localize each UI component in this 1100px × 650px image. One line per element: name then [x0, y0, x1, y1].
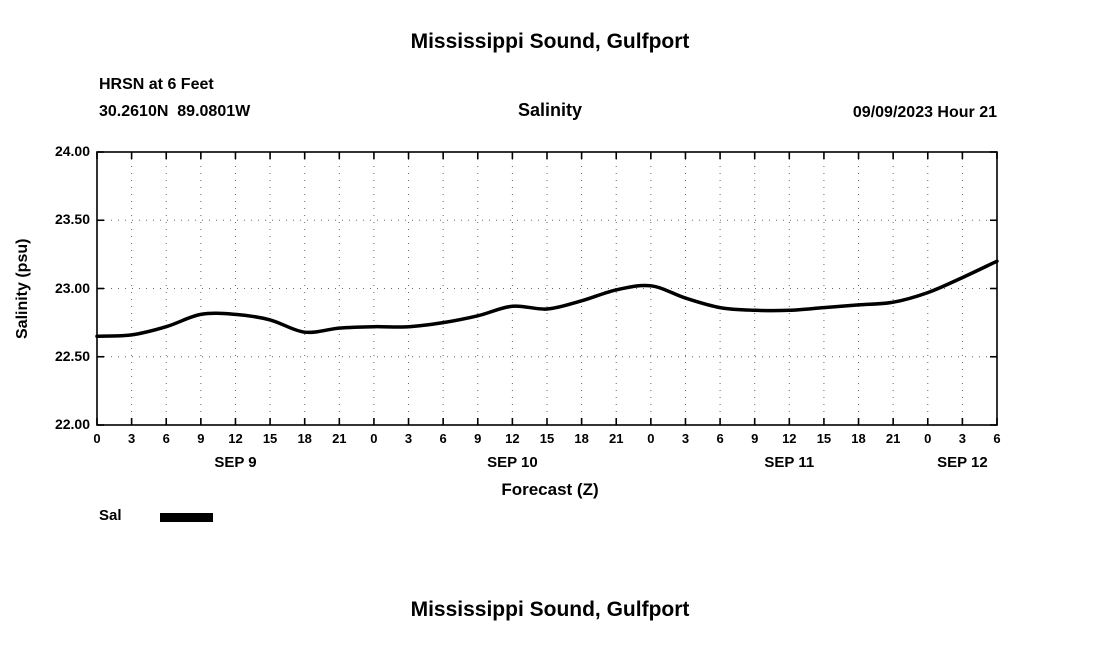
next-chart-title: Mississippi Sound, Gulfport — [410, 598, 690, 621]
x-tick-label: 9 — [197, 431, 205, 446]
x-tick-label: 6 — [162, 431, 170, 446]
x-tick-label: 0 — [370, 431, 378, 446]
x-tick-label: 3 — [404, 431, 413, 446]
x-axis-label: Forecast (Z) — [501, 480, 599, 499]
x-tick-label: 3 — [127, 431, 136, 446]
day-label: SEP 11 — [764, 454, 815, 471]
x-tick-label: 6 — [993, 431, 1001, 446]
day-label: SEP 12 — [937, 454, 988, 471]
legend-label: Sal — [99, 507, 122, 524]
forecast-timestamp: 09/09/2023 Hour 21 — [852, 104, 997, 121]
y-tick-label: 23.50 — [54, 211, 90, 228]
x-tick-label: 12 — [782, 431, 797, 446]
x-tick-label: 18 — [297, 431, 312, 446]
x-tick-label: 12 — [228, 431, 243, 446]
station-coordinates: 30.2610N 89.0801W — [99, 103, 251, 120]
x-tick-label: 15 — [262, 431, 278, 446]
y-tick-label: 22.00 — [54, 416, 90, 432]
y-tick-label: 23.00 — [54, 279, 90, 296]
x-tick-label: 0 — [924, 431, 932, 446]
x-tick-label: 3 — [958, 431, 966, 446]
x-tick-label: 9 — [474, 431, 482, 446]
x-tick-label: 6 — [716, 431, 724, 446]
page-title: Mississippi Sound, Gulfport — [410, 30, 690, 53]
chart-title: Salinity — [517, 100, 583, 120]
x-tick-label: 15 — [539, 431, 555, 446]
x-tick-label: 18 — [851, 431, 866, 446]
x-axis-tick-labels: 0 3 6 9 12 15 18 21 0 3 6 9 12 15 18 21 0 3 6 9 12 15 18 21 0 3 6 — [0, 431, 1100, 449]
x-tick-label: 21 — [608, 431, 624, 446]
x-tick-label: 21 — [885, 431, 901, 446]
x-tick-label: 0 — [647, 431, 655, 446]
x-tick-label: 9 — [751, 431, 759, 446]
x-tick-label: 6 — [439, 431, 447, 446]
station-label: HRSN at 6 Feet — [99, 76, 214, 93]
y-axis-tick-labels: 22.00 22.50 23.00 23.50 24.00 — [30, 0, 90, 650]
y-tick-label: 22.50 — [54, 347, 90, 364]
day-label: SEP 9 — [214, 454, 257, 471]
x-tick-label: 0 — [93, 431, 101, 446]
x-tick-label: 21 — [332, 431, 347, 446]
x-axis-day-labels: SEP 9 SEP 10 SEP 11 SEP 12 — [0, 454, 1100, 474]
x-tick-label: 15 — [816, 431, 832, 446]
x-tick-label: 12 — [505, 431, 520, 446]
x-tick-label: 3 — [681, 431, 690, 446]
y-tick-label: 24.00 — [54, 143, 90, 159]
x-tick-label: 18 — [574, 431, 589, 446]
day-label: SEP 10 — [487, 454, 538, 471]
legend-line-swatch — [160, 513, 213, 522]
